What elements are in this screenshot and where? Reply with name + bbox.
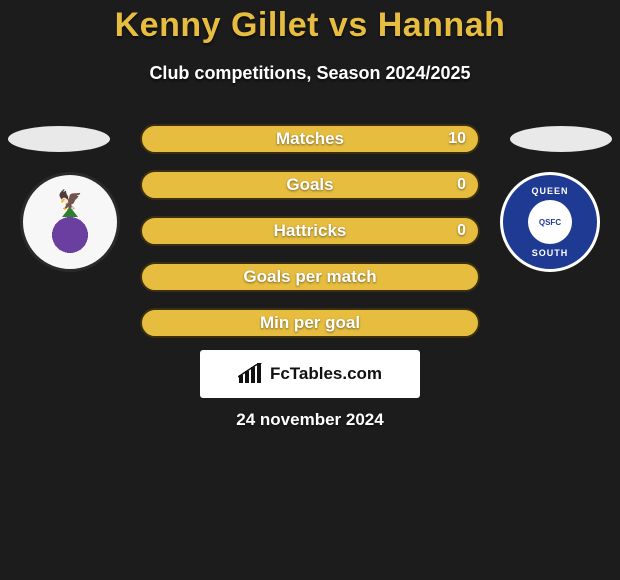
club-crest-right: QUEEN QSFC SOUTH (500, 172, 600, 272)
page-subtitle: Club competitions, Season 2024/2025 (0, 63, 620, 84)
crest-left-inner: 🦅 (35, 180, 105, 264)
stat-pill-goals-per-match: Goals per match (140, 262, 480, 292)
club-crest-left: 🦅 (20, 172, 120, 272)
stat-label: Goals (286, 175, 333, 195)
crest-right-top-text: QUEEN (531, 186, 568, 196)
brand-name: FcTables.com (270, 364, 382, 384)
page-title: Kenny Gillet vs Hannah (0, 0, 620, 45)
page-root: Kenny Gillet vs Hannah Club competitions… (0, 0, 620, 580)
stat-pill-hattricks: Hattricks 0 (140, 216, 480, 246)
date-text: 24 november 2024 (0, 410, 620, 430)
crest-right-bottom-text: SOUTH (532, 248, 569, 258)
player-left-oval (8, 126, 110, 152)
stat-pill-min-per-goal: Min per goal (140, 308, 480, 338)
bar-chart-icon (238, 363, 264, 385)
stat-label: Goals per match (243, 267, 376, 287)
crest-right-inner: QUEEN QSFC SOUTH (510, 182, 590, 262)
stat-value-right: 10 (448, 130, 466, 148)
stat-label: Hattricks (274, 221, 347, 241)
stats-column: Matches 10 Goals 0 Hattricks 0 Goals per… (140, 124, 480, 354)
thistle-icon (50, 213, 90, 253)
stat-label: Matches (276, 129, 344, 149)
crest-right-ball: QSFC (528, 200, 572, 244)
player-right-oval (510, 126, 612, 152)
stat-value-right: 0 (457, 176, 466, 194)
stat-pill-goals: Goals 0 (140, 170, 480, 200)
stat-value-right: 0 (457, 222, 466, 240)
brand-box: FcTables.com (200, 350, 420, 398)
stat-pill-matches: Matches 10 (140, 124, 480, 154)
stat-label: Min per goal (260, 313, 360, 333)
